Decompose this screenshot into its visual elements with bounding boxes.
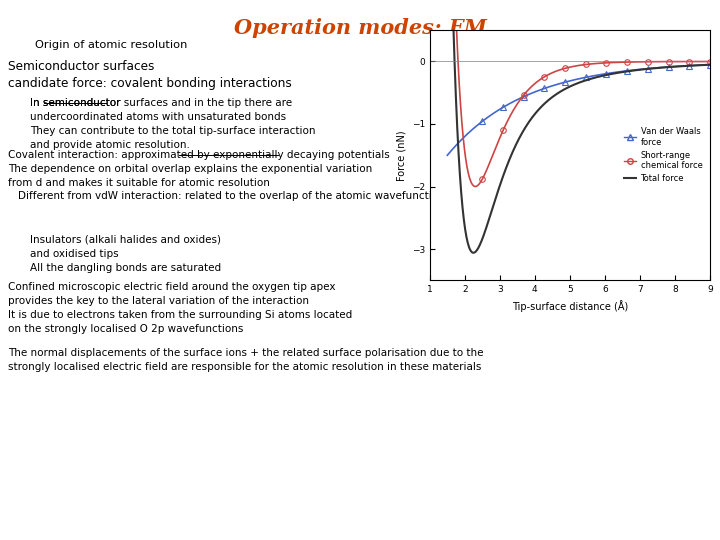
Text: Different from vdW interaction: related to the overlap of the atomic wavefunctio: Different from vdW interaction: related … xyxy=(18,191,450,201)
Y-axis label: Force (nN): Force (nN) xyxy=(396,130,406,180)
Text: and oxidised tips: and oxidised tips xyxy=(30,249,119,259)
Text: provides the key to the lateral variation of the interaction: provides the key to the lateral variatio… xyxy=(8,296,309,306)
Text: from d and makes it suitable for atomic resolution: from d and makes it suitable for atomic … xyxy=(8,178,270,188)
Text: strongly localised electric field are responsible for the atomic resolution in t: strongly localised electric field are re… xyxy=(8,362,482,372)
X-axis label: Tip-surface distance (Å): Tip-surface distance (Å) xyxy=(512,300,628,312)
Text: They can contribute to the total tip-surface interaction: They can contribute to the total tip-sur… xyxy=(30,126,315,136)
Text: and provide atomic resolution.: and provide atomic resolution. xyxy=(30,140,190,150)
Text: Confined microscopic electric field around the oxygen tip apex: Confined microscopic electric field arou… xyxy=(8,282,336,292)
Text: In semiconductor: In semiconductor xyxy=(30,98,120,108)
Text: candidate force: covalent bonding interactions: candidate force: covalent bonding intera… xyxy=(8,77,292,90)
Text: Insulators (alkali halides and oxides): Insulators (alkali halides and oxides) xyxy=(30,235,221,245)
Text: In semiconductor surfaces and in the tip there are: In semiconductor surfaces and in the tip… xyxy=(30,98,292,108)
Text: Origin of atomic resolution: Origin of atomic resolution xyxy=(35,40,187,50)
Text: It is due to electrons taken from the surrounding Si atoms located: It is due to electrons taken from the su… xyxy=(8,310,352,320)
Text: undercoordinated atoms with unsaturated bonds: undercoordinated atoms with unsaturated … xyxy=(30,112,286,122)
Text: Operation modes: FM: Operation modes: FM xyxy=(233,18,487,38)
Legend: Van der Waals
force, Short-range
chemical force, Total force: Van der Waals force, Short-range chemica… xyxy=(621,124,706,187)
Text: Covalent interaction: approximated by exponentially decaying potentials: Covalent interaction: approximated by ex… xyxy=(8,150,390,160)
Text: All the dangling bonds are saturated: All the dangling bonds are saturated xyxy=(30,263,221,273)
Text: The normal displacements of the surface ions + the related surface polarisation : The normal displacements of the surface … xyxy=(8,348,484,358)
Text: The dependence on orbital overlap explains the exponential variation: The dependence on orbital overlap explai… xyxy=(8,164,372,174)
Text: Semiconductor surfaces: Semiconductor surfaces xyxy=(8,60,154,73)
Text: on the strongly localised O 2p wavefunctions: on the strongly localised O 2p wavefunct… xyxy=(8,324,243,334)
